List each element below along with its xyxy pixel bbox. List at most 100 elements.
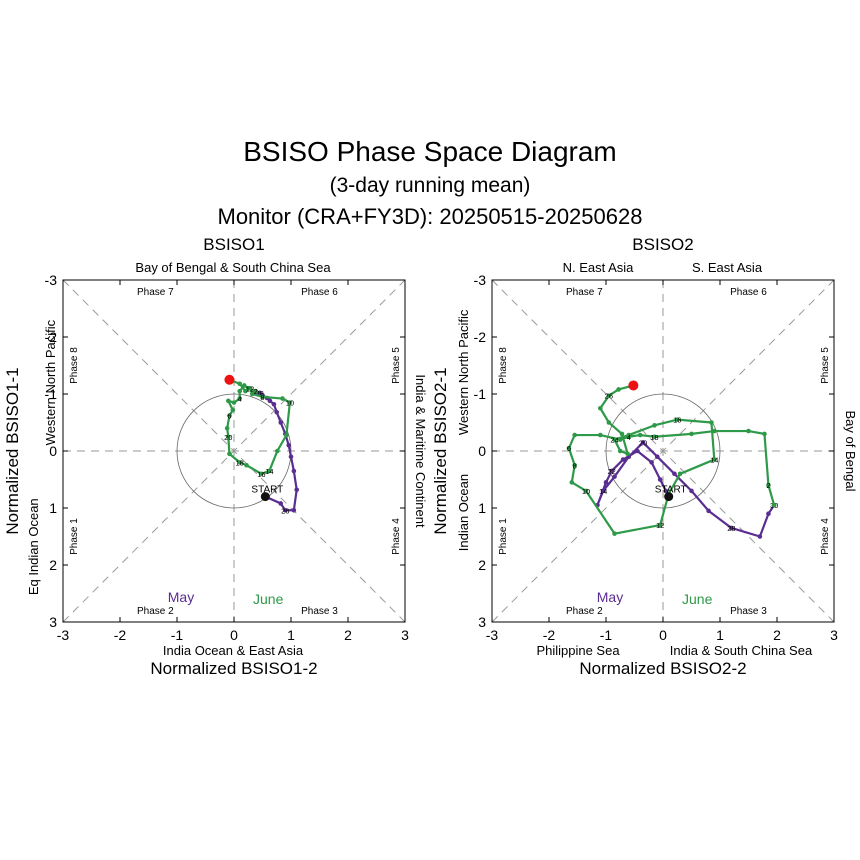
series-point-june	[566, 445, 572, 451]
day-label: 26	[605, 392, 613, 401]
x-tick-label: -2	[543, 627, 556, 643]
phase-label: Phase 3	[730, 606, 767, 617]
x-tick-label: 1	[716, 627, 724, 643]
series-line-june	[567, 384, 776, 535]
phase-label: Phase 8	[498, 347, 509, 384]
series-point-may	[271, 401, 277, 407]
series-point-june	[652, 423, 657, 428]
series-point-may	[278, 501, 284, 506]
panel-title: BSISO2	[632, 235, 693, 254]
day-label: 24	[610, 436, 618, 445]
end-marker	[628, 380, 639, 391]
series-point-june	[598, 432, 603, 438]
x-tick-label: -1	[171, 627, 184, 643]
day-label: 28	[255, 389, 263, 398]
series-point-june	[227, 413, 232, 418]
series-point-may	[267, 398, 273, 404]
series-point-june	[619, 431, 625, 437]
series-point-june	[572, 432, 577, 438]
series-point-june	[598, 405, 603, 411]
x-tick-label: 1	[287, 627, 295, 643]
x-tick-label: 2	[344, 627, 352, 643]
legend-june: June	[682, 591, 713, 607]
series-point-june	[569, 480, 575, 485]
series-point-june	[253, 388, 258, 394]
x-axis-label: Normalized BSISO2-2	[579, 659, 746, 678]
series-point-june	[606, 420, 612, 425]
y-tick-label: -2	[474, 329, 487, 345]
series-point-june	[712, 457, 717, 462]
start-label: START	[251, 485, 283, 496]
start-label: START	[655, 485, 687, 496]
series-point-may	[600, 488, 606, 494]
phase-label: Phase 3	[301, 606, 338, 617]
day-label: 10	[582, 487, 590, 496]
series-point-june	[224, 425, 230, 431]
day-label: 14	[599, 487, 607, 496]
series-point-may	[609, 468, 614, 474]
y-tick-label: 1	[49, 500, 57, 516]
series-point-june	[657, 522, 663, 528]
x-tick-label: -1	[600, 627, 613, 643]
series-point-june	[616, 387, 621, 392]
start-marker	[260, 492, 270, 502]
series-point-june	[766, 482, 771, 488]
x-tick-label: -3	[57, 627, 70, 643]
y-tick-label: -3	[45, 272, 58, 288]
region-label-right: Bay of Bengal	[843, 411, 858, 492]
series-point-june	[771, 502, 777, 508]
series-point-may	[766, 511, 771, 516]
region-label-bottom: Philippine Sea	[536, 643, 620, 658]
series-point-june	[249, 391, 255, 397]
series-point-may	[672, 471, 677, 477]
series-point-june	[231, 400, 237, 405]
y-tick-label: -3	[474, 272, 487, 288]
series-point-june	[617, 437, 623, 442]
y-axis-label: Normalized BSISO2-1	[431, 367, 450, 534]
y-tick-label: 3	[49, 614, 57, 630]
series-point-june	[237, 396, 242, 401]
phase-label: Phase 7	[566, 287, 603, 298]
series-point-june	[572, 462, 577, 468]
series-point-may	[291, 468, 297, 474]
day-label: 10	[286, 399, 294, 408]
legend-june: June	[253, 591, 284, 607]
unit-circle	[605, 393, 721, 509]
x-tick-label: -2	[114, 627, 127, 643]
panel-title: BSISO1	[203, 235, 264, 254]
phase-label: Phase 5	[391, 347, 402, 384]
phase-label: Phase 8	[69, 347, 80, 384]
series-point-may	[757, 534, 763, 539]
series-point-june	[227, 451, 232, 457]
series-point-may	[286, 443, 292, 448]
phase-label: Phase 1	[498, 518, 509, 555]
phase-label: Phase 7	[137, 287, 174, 298]
series-point-june	[677, 471, 683, 477]
day-label: 2	[766, 481, 770, 490]
phase-label: Phase 4	[820, 518, 831, 555]
phase-label: Phase 6	[730, 287, 767, 298]
series-point-june	[652, 434, 657, 440]
series-point-june	[237, 381, 242, 387]
phase-label: Phase 2	[566, 606, 603, 617]
chart-title: BSISO Phase Space Diagram	[243, 136, 617, 167]
phase-label: Phase 4	[391, 518, 402, 555]
region-label-top: Bay of Bengal & South China Sea	[135, 260, 331, 275]
series-point-may	[274, 409, 280, 415]
day-label: 4	[238, 395, 242, 404]
series-point-may	[612, 474, 617, 479]
day-label: 20	[224, 433, 232, 442]
region-label-bottom: India & South China Sea	[670, 643, 813, 658]
x-tick-label: 3	[830, 627, 838, 643]
region-label-bottom: India Ocean & East Asia	[163, 643, 304, 658]
series-point-june	[617, 448, 623, 454]
phase-label: Phase 2	[137, 606, 174, 617]
series-point-june	[267, 468, 272, 474]
series-point-june	[226, 434, 231, 440]
day-label: 18	[236, 458, 244, 467]
x-tick-label: 0	[230, 627, 238, 643]
series-point-june	[284, 432, 289, 438]
y-tick-label: 0	[49, 443, 57, 459]
legend-may: May	[168, 589, 194, 605]
series-point-june	[237, 388, 242, 394]
